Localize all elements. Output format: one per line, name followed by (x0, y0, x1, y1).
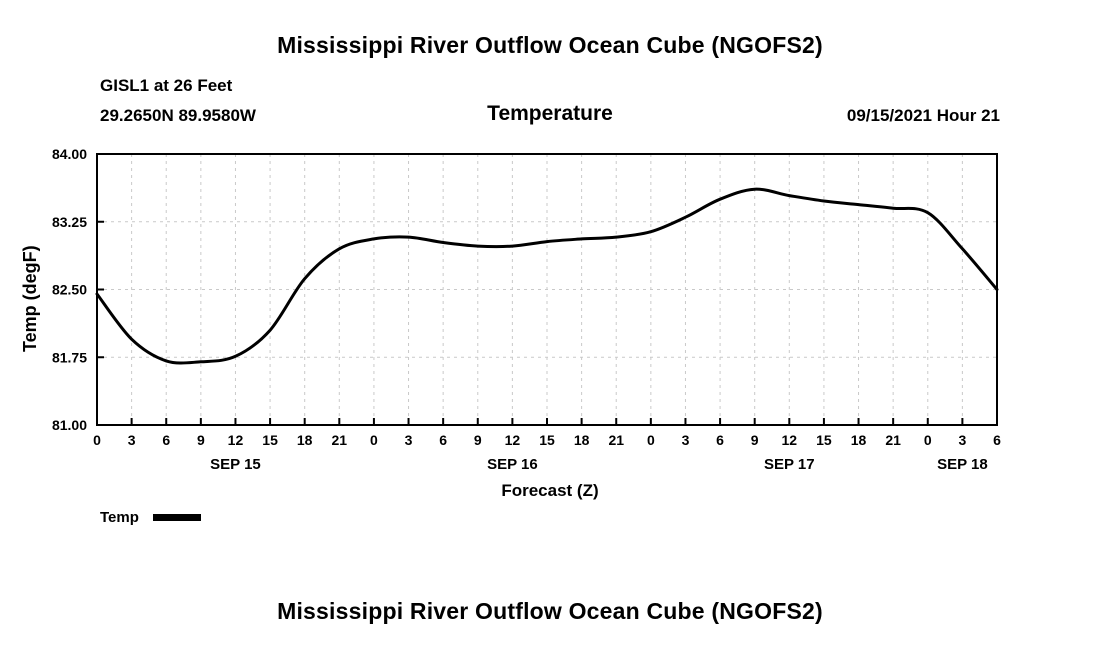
station-label: GISL1 at 26 Feet (100, 76, 233, 95)
y-tick-label: 81.00 (52, 417, 87, 433)
x-tick-label: 3 (682, 432, 690, 448)
x-tick-label: 12 (505, 432, 521, 448)
x-tick-label: 15 (262, 432, 278, 448)
x-tick-label: 3 (405, 432, 413, 448)
page-title: Mississippi River Outflow Ocean Cube (NG… (277, 32, 823, 58)
day-label: SEP 17 (764, 456, 815, 473)
x-tick-label: 6 (162, 432, 170, 448)
legend-label: Temp (100, 509, 139, 526)
bottom-page-title: Mississippi River Outflow Ocean Cube (NG… (277, 598, 823, 624)
x-tick-label: 0 (93, 432, 101, 448)
x-tick-label: 18 (574, 432, 590, 448)
x-tick-label: 6 (716, 432, 724, 448)
day-label: SEP 15 (210, 456, 261, 473)
x-tick-label: 21 (608, 432, 624, 448)
temp-series-line (95, 187, 999, 365)
x-tick-label: 3 (128, 432, 136, 448)
legend: Temp (100, 509, 201, 526)
x-tick-label: 21 (332, 432, 348, 448)
x-tick-label: 0 (924, 432, 932, 448)
y-tick-label: 84.00 (52, 146, 87, 162)
day-label: SEP 18 (937, 456, 988, 473)
x-axis-title: Forecast (Z) (501, 481, 599, 500)
plot-title: Temperature (487, 102, 613, 125)
y-tick-label: 81.75 (52, 349, 87, 365)
legend-line-swatch (152, 514, 201, 521)
x-tick-label: 12 (782, 432, 798, 448)
x-tick-label: 6 (993, 432, 1001, 448)
x-tick-label: 3 (958, 432, 966, 448)
x-tick-label: 18 (851, 432, 867, 448)
temperature-line-chart: 0 3 6 9 12 15 18 21 0 3 6 9 12 15 18 21 0 3 6 9 12 15 18 21 0 3 6 S… (52, 146, 1001, 473)
x-tick-label: 15 (816, 432, 832, 448)
y-tick-label: 83.25 (52, 214, 87, 230)
y-tick-label: 82.50 (52, 282, 87, 298)
x-tick-label: 9 (751, 432, 759, 448)
y-axis-title: Temp (degF) (20, 245, 40, 352)
x-tick-label: 9 (197, 432, 205, 448)
coordinates-label: 29.2650N 89.9580W (100, 106, 256, 125)
x-tick-label: 6 (439, 432, 447, 448)
datetime-label: 09/15/2021 Hour 21 (846, 106, 1000, 125)
x-tick-label: 15 (539, 432, 555, 448)
x-tick-label: 0 (370, 432, 378, 448)
x-tick-label: 21 (885, 432, 901, 448)
x-tick-label: 18 (297, 432, 313, 448)
day-label: SEP 16 (487, 456, 538, 473)
chart-canvas: 0 3 6 9 12 15 18 21 0 3 6 9 12 15 18 21 0 3 6 9 12 15 18 21 0 3 6S… (52, 146, 1001, 473)
x-tick-label: 0 (647, 432, 655, 448)
x-tick-label: 9 (474, 432, 482, 448)
x-tick-label: 12 (228, 432, 244, 448)
